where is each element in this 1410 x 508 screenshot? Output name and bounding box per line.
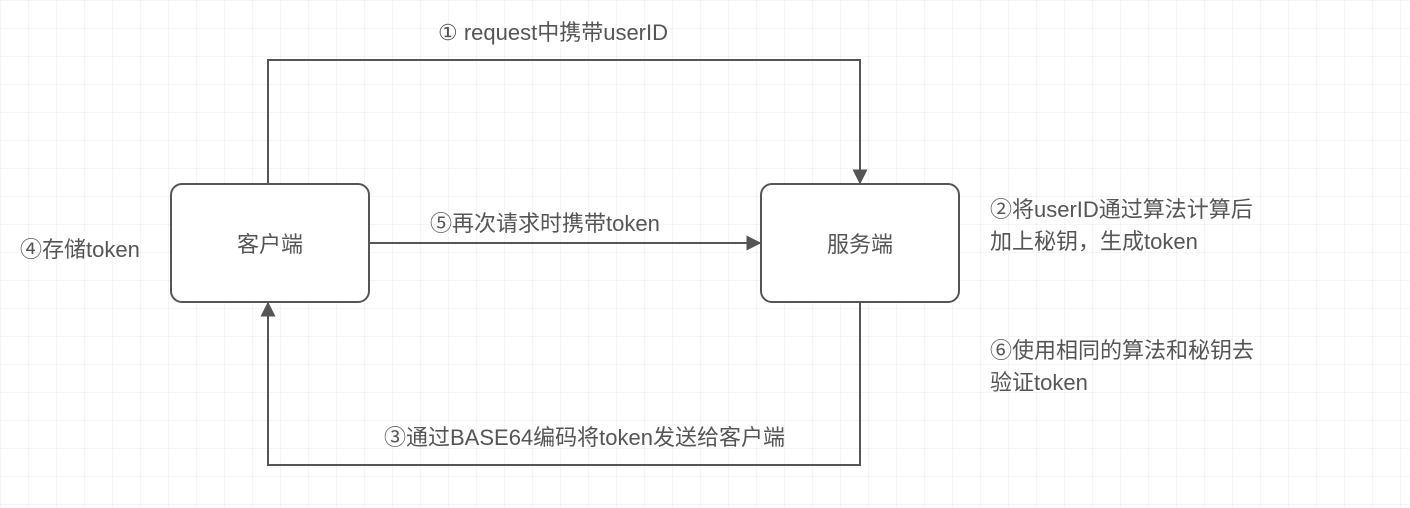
edge-label-step1: ① request中携带userID xyxy=(438,15,668,47)
node-client: 客户端 xyxy=(170,183,370,303)
side-label-step4: ④存储token xyxy=(20,232,140,264)
node-server: 服务端 xyxy=(760,183,960,303)
node-client-label: 客户端 xyxy=(237,227,303,259)
side-label-step6: ⑥使用相同的算法和秘钥去 验证token xyxy=(990,333,1254,397)
side-label-step2: ②将userID通过算法计算后 加上秘钥，生成token xyxy=(990,192,1253,256)
edge-label-step5: ⑤再次请求时携带token xyxy=(430,206,660,238)
node-server-label: 服务端 xyxy=(827,227,893,259)
edge-label-step3: ③通过BASE64编码将token发送给客户端 xyxy=(384,420,785,452)
